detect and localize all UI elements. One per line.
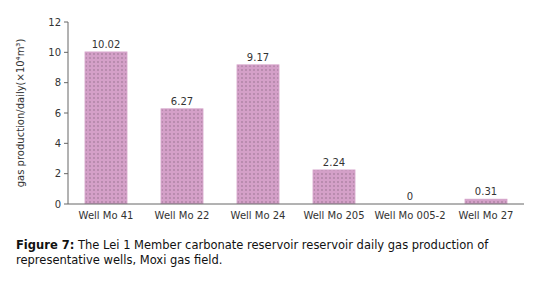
bar bbox=[85, 52, 127, 204]
bar bbox=[465, 199, 507, 204]
data-label: 0 bbox=[407, 191, 413, 202]
y-tick bbox=[64, 52, 68, 53]
y-tick bbox=[64, 113, 68, 114]
y-tick-label: 8 bbox=[55, 77, 61, 88]
bars bbox=[85, 52, 507, 204]
y-tick bbox=[64, 204, 68, 205]
data-label: 0.31 bbox=[475, 186, 497, 197]
y-tick bbox=[64, 22, 68, 23]
x-axis-line bbox=[68, 204, 524, 205]
x-tick-label: Well Mo 24 bbox=[231, 210, 286, 221]
y-tick-label: 0 bbox=[55, 199, 61, 210]
x-tick-label: Well Mo 41 bbox=[79, 210, 134, 221]
x-tick-label: Well Mo 005-2 bbox=[374, 210, 445, 221]
bar bbox=[161, 109, 203, 204]
x-tick-label: Well Mo 205 bbox=[303, 210, 364, 221]
data-label: 6.27 bbox=[171, 96, 193, 107]
y-tick bbox=[64, 143, 68, 144]
bar bbox=[313, 170, 355, 204]
data-label: 10.02 bbox=[92, 39, 121, 50]
x-tick-label: Well Mo 27 bbox=[459, 210, 514, 221]
y-tick-label: 10 bbox=[48, 47, 61, 58]
bar bbox=[237, 65, 279, 204]
y-tick-label: 12 bbox=[48, 17, 61, 28]
y-axis-label: gas production/daily(×10⁴m³) bbox=[15, 39, 26, 188]
x-tick-label: Well Mo 22 bbox=[155, 210, 210, 221]
data-label: 2.24 bbox=[323, 157, 345, 168]
y-tick bbox=[64, 82, 68, 83]
caption-label: Figure 7: bbox=[16, 238, 74, 252]
y-tick-label: 6 bbox=[55, 108, 61, 119]
y-tick-label: 4 bbox=[55, 138, 61, 149]
y-tick bbox=[64, 173, 68, 174]
caption-text: The Lei 1 Member carbonate reservoir res… bbox=[16, 238, 488, 267]
y-tick-label: 2 bbox=[55, 168, 61, 179]
caption: Figure 7: The Lei 1 Member carbonate res… bbox=[16, 238, 520, 268]
data-label: 9.17 bbox=[247, 52, 269, 63]
